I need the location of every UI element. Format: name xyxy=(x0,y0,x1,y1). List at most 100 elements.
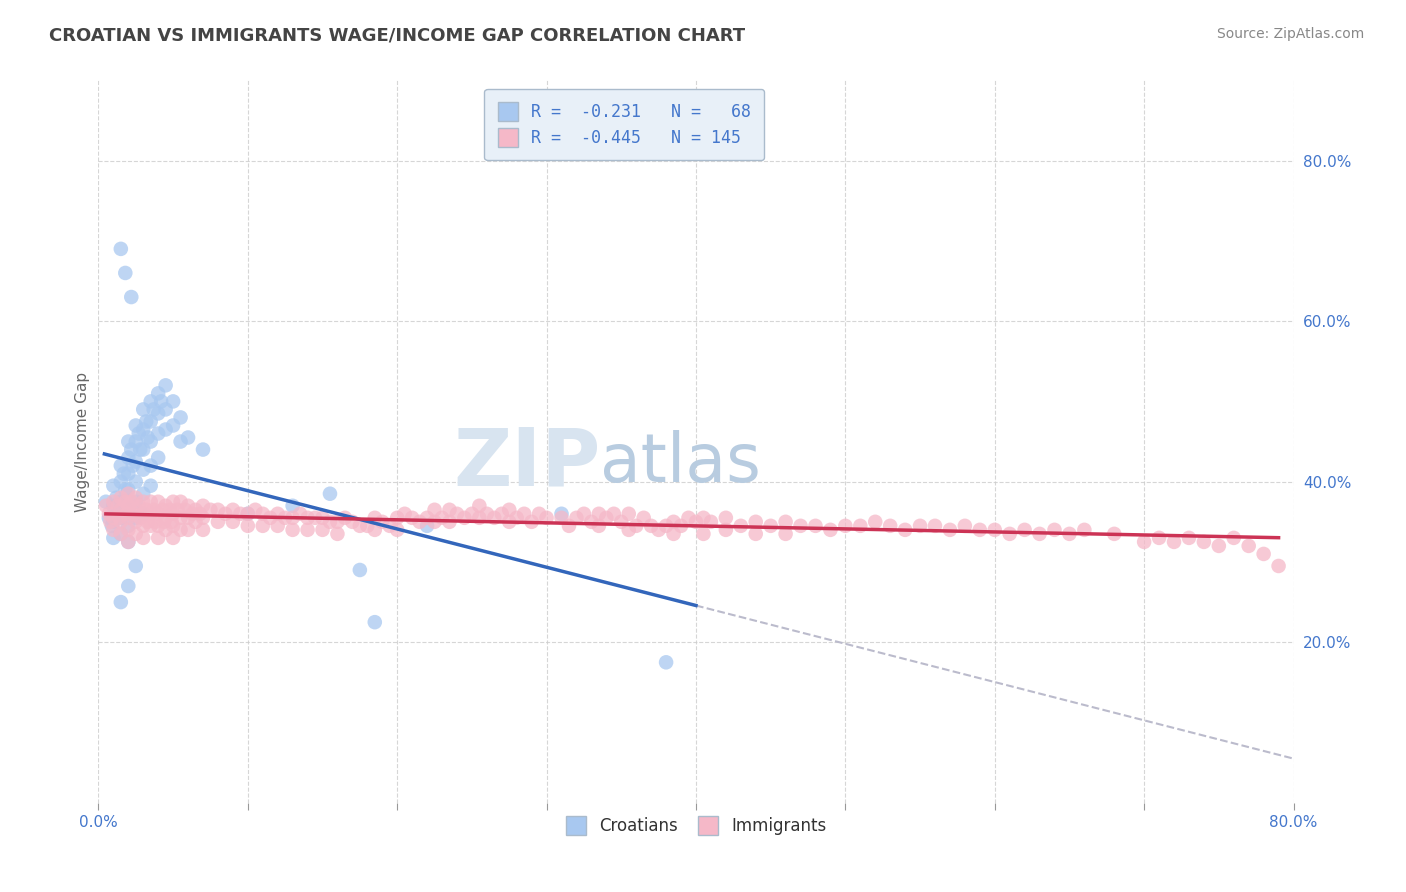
Point xyxy=(117,434,139,449)
Point xyxy=(155,422,177,436)
Point xyxy=(439,502,461,516)
Point xyxy=(132,518,155,533)
Point xyxy=(498,502,520,516)
Point xyxy=(162,518,184,533)
Point xyxy=(139,478,162,492)
Point xyxy=(110,458,132,473)
Point xyxy=(169,434,191,449)
Point xyxy=(174,502,197,516)
Point xyxy=(114,266,136,280)
Point xyxy=(281,499,304,513)
Point xyxy=(1163,534,1185,549)
Text: ZIP: ZIP xyxy=(453,425,600,502)
Point xyxy=(626,518,648,533)
Point xyxy=(371,515,394,529)
Point xyxy=(152,502,174,516)
Point xyxy=(617,523,640,537)
Point xyxy=(1133,534,1156,549)
Point xyxy=(879,518,901,533)
Point xyxy=(177,510,200,524)
Point xyxy=(274,510,297,524)
Point xyxy=(849,518,872,533)
Point xyxy=(714,510,737,524)
Point xyxy=(162,418,184,433)
Point xyxy=(267,507,290,521)
Point xyxy=(97,510,120,524)
Point xyxy=(110,475,132,489)
Point xyxy=(132,462,155,476)
Point xyxy=(129,442,152,457)
Point xyxy=(132,486,155,500)
Point xyxy=(94,499,117,513)
Point xyxy=(103,510,125,524)
Point xyxy=(117,579,139,593)
Point xyxy=(669,518,692,533)
Point xyxy=(132,402,155,417)
Point xyxy=(423,502,446,516)
Point xyxy=(692,510,714,524)
Point xyxy=(125,475,148,489)
Point xyxy=(136,515,159,529)
Point xyxy=(633,510,655,524)
Point xyxy=(297,510,319,524)
Point xyxy=(200,502,222,516)
Point xyxy=(101,518,124,533)
Point xyxy=(267,518,290,533)
Point xyxy=(148,450,170,465)
Point xyxy=(714,523,737,537)
Point xyxy=(191,510,214,524)
Point xyxy=(349,563,371,577)
Point xyxy=(110,491,132,505)
Point xyxy=(177,499,200,513)
Point xyxy=(1104,526,1126,541)
Point xyxy=(453,510,475,524)
Point xyxy=(125,510,148,524)
Point xyxy=(588,507,610,521)
Point xyxy=(378,518,401,533)
Point xyxy=(236,507,259,521)
Point xyxy=(333,510,356,524)
Point xyxy=(114,483,136,497)
Point xyxy=(475,507,498,521)
Point xyxy=(148,494,170,508)
Point xyxy=(148,518,170,533)
Point xyxy=(162,394,184,409)
Text: atlas: atlas xyxy=(600,430,761,496)
Point xyxy=(112,467,135,481)
Point xyxy=(177,430,200,444)
Point xyxy=(128,499,150,513)
Point xyxy=(430,510,453,524)
Point xyxy=(820,523,842,537)
Point xyxy=(125,526,148,541)
Point xyxy=(595,510,617,524)
Point xyxy=(125,494,148,508)
Point xyxy=(311,510,333,524)
Point xyxy=(939,523,962,537)
Point xyxy=(148,406,170,420)
Point xyxy=(385,523,409,537)
Point xyxy=(394,507,416,521)
Point xyxy=(132,494,155,508)
Point xyxy=(1059,526,1081,541)
Point xyxy=(162,531,184,545)
Point xyxy=(319,515,342,529)
Point xyxy=(142,502,165,516)
Point xyxy=(572,507,595,521)
Point xyxy=(110,242,132,256)
Point xyxy=(139,414,162,428)
Point xyxy=(110,595,132,609)
Point xyxy=(117,534,139,549)
Point xyxy=(655,518,678,533)
Point xyxy=(804,518,827,533)
Point xyxy=(834,518,856,533)
Point xyxy=(214,507,236,521)
Point xyxy=(527,507,550,521)
Point xyxy=(984,523,1007,537)
Point xyxy=(1147,531,1170,545)
Point xyxy=(169,410,191,425)
Point xyxy=(222,502,245,516)
Point xyxy=(139,494,162,508)
Point xyxy=(319,486,342,500)
Point xyxy=(169,523,191,537)
Point xyxy=(110,526,132,541)
